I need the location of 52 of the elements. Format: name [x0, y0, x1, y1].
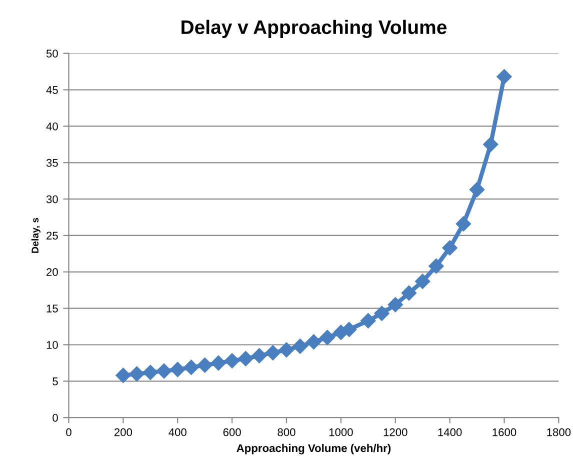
y-tick-label: 35 [46, 158, 58, 167]
point [306, 334, 322, 350]
y-tick-label: 10 [46, 341, 58, 349]
point [184, 360, 199, 375]
point [456, 216, 471, 232]
x-tick-label: 1400 [438, 428, 462, 436]
point [415, 274, 430, 289]
x-tick-label: 1000 [329, 428, 353, 436]
point [278, 342, 294, 358]
point [170, 362, 186, 378]
point [116, 368, 131, 383]
point [342, 322, 357, 338]
x-tick-label: 0 [66, 428, 72, 436]
point [428, 258, 444, 274]
point [374, 306, 390, 321]
point [401, 285, 417, 301]
point [129, 366, 144, 382]
point [224, 353, 240, 368]
point [320, 330, 335, 346]
point [496, 69, 512, 84]
y-tick-label: 30 [46, 195, 58, 204]
x-axis-title: Approaching Volume (veh/hr) [236, 444, 391, 454]
point [292, 338, 308, 354]
point [483, 136, 498, 152]
point [142, 364, 158, 380]
x-tick-label: 1600 [492, 428, 516, 436]
y-tick-label: 40 [46, 122, 58, 130]
x-tick-label: 1800 [547, 428, 571, 436]
point [252, 348, 267, 364]
chart-title: Delay v Approaching Volume [182, 20, 446, 38]
x-tick-label: 1200 [384, 428, 408, 436]
y-tick-label: 45 [46, 86, 58, 94]
point [197, 358, 212, 373]
x-tick-label: 600 [223, 428, 241, 436]
point [265, 345, 280, 360]
point [210, 355, 226, 371]
y-tick-label: 15 [46, 304, 58, 312]
x-tick-label: 800 [278, 428, 296, 436]
y-axis-title: Delay, s [31, 218, 40, 253]
point [238, 351, 254, 366]
y-tick-label: 25 [46, 232, 58, 240]
y-tick-label: 0 [52, 414, 58, 422]
x-tick-label: 400 [168, 428, 186, 436]
point [469, 182, 485, 198]
point [156, 363, 172, 379]
point [442, 240, 458, 256]
y-tick-label: 20 [46, 268, 58, 276]
point [360, 313, 376, 328]
point [388, 297, 403, 312]
y-tick-label: 50 [46, 50, 58, 58]
y-tick-label: 5 [52, 378, 58, 386]
x-tick-label: 200 [114, 428, 132, 436]
